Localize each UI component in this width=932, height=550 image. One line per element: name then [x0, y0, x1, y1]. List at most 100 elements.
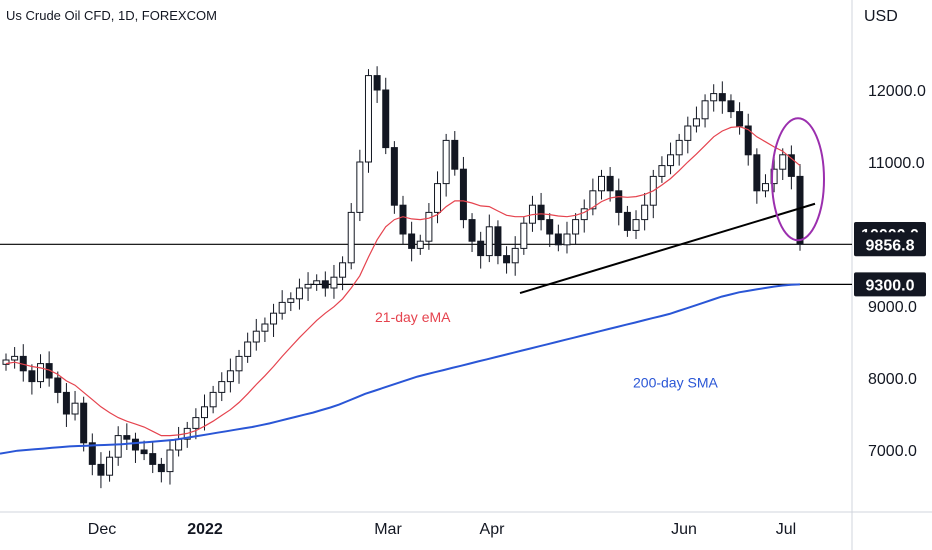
- candle-body: [753, 154, 761, 192]
- candle-body: [701, 100, 709, 120]
- candle-body: [710, 93, 718, 102]
- candle-body: [511, 247, 519, 264]
- candle-body: [201, 406, 208, 419]
- candle-body: [692, 118, 700, 127]
- candle-body: [563, 233, 571, 246]
- candle-body: [675, 139, 683, 156]
- candle-body: [736, 111, 744, 127]
- candle-body: [88, 442, 96, 465]
- candle-body: [175, 438, 183, 451]
- candle-body: [313, 280, 321, 285]
- x-tick-label: Mar: [374, 521, 402, 538]
- candle-body: [356, 161, 364, 213]
- candle-body: [779, 154, 787, 170]
- trend-line: [519, 202, 816, 294]
- candle-body: [339, 262, 347, 278]
- candle-body: [572, 219, 580, 235]
- candle-body: [434, 183, 442, 213]
- candle-body: [235, 355, 243, 372]
- price-level-box: [854, 272, 926, 297]
- candle-body: [54, 377, 62, 393]
- candle-body: [11, 355, 19, 361]
- candle-body: [62, 391, 70, 415]
- candle-body: [485, 226, 493, 257]
- candle-body: [270, 312, 278, 325]
- currency-label: USD: [864, 8, 898, 25]
- candle-body: [554, 233, 562, 246]
- candle-body: [157, 463, 165, 473]
- candle-body: [71, 402, 79, 415]
- candle-body: [97, 463, 105, 476]
- sma-annotation: 200-day SMA: [633, 374, 718, 390]
- candle-body: [140, 449, 148, 455]
- candle-body: [623, 211, 631, 231]
- y-tick-label: 8000.0: [868, 371, 917, 388]
- candle-body: [390, 147, 398, 206]
- candle-body: [192, 417, 200, 429]
- price-level-label: 9856.8: [866, 237, 915, 254]
- x-tick-label: Jun: [671, 521, 697, 538]
- candle-body: [727, 100, 735, 113]
- candle-body: [451, 139, 459, 170]
- candle-body: [295, 287, 303, 300]
- candle-body: [787, 154, 795, 177]
- candle-body: [416, 240, 424, 249]
- candle-body: [580, 208, 588, 221]
- candle-body: [494, 226, 502, 257]
- candle-body: [537, 204, 545, 221]
- candle-body: [149, 453, 157, 465]
- candle-body: [304, 283, 312, 289]
- candle-body: [244, 341, 252, 357]
- chart-title: Us Crude Oil CFD, 1D, FOREXCOM: [6, 8, 217, 23]
- candle-body: [589, 190, 597, 210]
- ema-21-line: [5, 126, 801, 437]
- candle-body: [226, 370, 234, 383]
- price-level-box: [854, 232, 926, 257]
- y-tick-label: 9000.0: [868, 299, 917, 316]
- candle-body: [252, 330, 260, 343]
- highlight-circle: [771, 117, 825, 242]
- candle-body: [321, 280, 329, 289]
- candle-body: [166, 449, 174, 473]
- candle-body: [632, 219, 640, 231]
- candle-body: [131, 438, 139, 451]
- candle-body: [364, 75, 372, 163]
- candle-body: [641, 204, 649, 221]
- candle-body: [442, 139, 450, 185]
- y-tick-label: 12000.0: [868, 83, 926, 100]
- candle-body: [615, 190, 623, 213]
- candle-body: [347, 211, 355, 264]
- candle-body: [2, 359, 10, 365]
- candle-body: [503, 255, 511, 264]
- candle-body: [106, 456, 114, 476]
- x-tick-label: 2022: [187, 521, 223, 538]
- y-tick-label: 7000.0: [868, 443, 917, 460]
- candle-body: [477, 240, 485, 257]
- candle-body: [218, 381, 226, 393]
- candle-body: [598, 175, 605, 192]
- y-tick-label: 11000.0: [868, 155, 925, 172]
- candle-body: [744, 125, 752, 156]
- candle-body: [425, 211, 433, 242]
- candle-body: [261, 323, 269, 332]
- candle-body: [330, 276, 338, 289]
- candle-body: [123, 435, 131, 440]
- candle-body: [373, 75, 381, 91]
- candle-body: [37, 363, 45, 383]
- candle-body: [80, 402, 88, 444]
- candle-body: [278, 301, 286, 314]
- candle-body: [287, 298, 295, 303]
- candle-body: [114, 435, 122, 458]
- candle-body: [658, 165, 666, 177]
- x-tick-label: Apr: [480, 521, 506, 538]
- ema-annotation: 21-day eMA: [375, 309, 451, 325]
- sma-200-line: [0, 283, 801, 455]
- candle-body: [399, 204, 407, 235]
- candle-body: [468, 219, 476, 242]
- candle-body: [718, 93, 726, 102]
- candle-body: [761, 183, 769, 192]
- candle-body: [546, 219, 554, 235]
- candle-body: [459, 168, 467, 221]
